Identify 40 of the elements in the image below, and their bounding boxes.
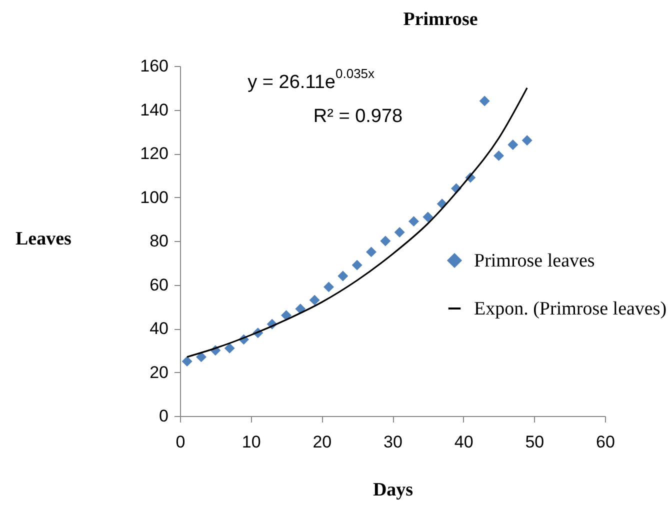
y-tick-label: 80 xyxy=(150,232,168,250)
x-tick-label: 0 xyxy=(176,432,186,452)
point xyxy=(408,216,419,227)
point xyxy=(508,140,518,150)
y-tick-label: 100 xyxy=(140,188,168,207)
point xyxy=(295,304,306,314)
y-tick-label: 60 xyxy=(150,275,168,294)
y-tick-label: 160 xyxy=(140,56,168,76)
point xyxy=(182,356,192,367)
y-tick-label: 120 xyxy=(140,144,168,163)
point xyxy=(281,310,292,321)
point xyxy=(224,342,235,354)
x-axis-title: Days xyxy=(372,480,414,500)
point xyxy=(366,246,376,258)
x-tick-label: 20 xyxy=(312,432,332,452)
point xyxy=(324,282,334,292)
y-tick-label: 40 xyxy=(150,319,168,338)
x-tick-label: 40 xyxy=(454,432,474,452)
y-tick-label: 140 xyxy=(140,100,168,120)
y-axis-title: Leaves xyxy=(16,228,72,250)
point xyxy=(338,270,348,282)
point xyxy=(394,227,405,238)
chart-title: Primrose xyxy=(403,9,478,30)
point xyxy=(309,294,320,306)
x-tick-label: 60 xyxy=(596,432,615,452)
point xyxy=(196,352,206,362)
point xyxy=(380,236,391,246)
legend-label: Primrose leaves xyxy=(474,250,595,272)
point xyxy=(479,96,490,106)
point xyxy=(522,135,532,146)
x-tick-label: 50 xyxy=(525,432,544,452)
annotation: R² = 0.978 xyxy=(313,106,403,127)
point xyxy=(494,150,504,161)
x-tick-label: 10 xyxy=(242,432,261,452)
point xyxy=(352,260,362,270)
x-tick-label: 30 xyxy=(384,432,402,452)
y-tick-label: 20 xyxy=(150,362,168,382)
y-tick-label: 0 xyxy=(159,406,168,426)
point xyxy=(422,212,434,222)
legend-label: Expon. (Primrose leaves) xyxy=(474,298,667,320)
